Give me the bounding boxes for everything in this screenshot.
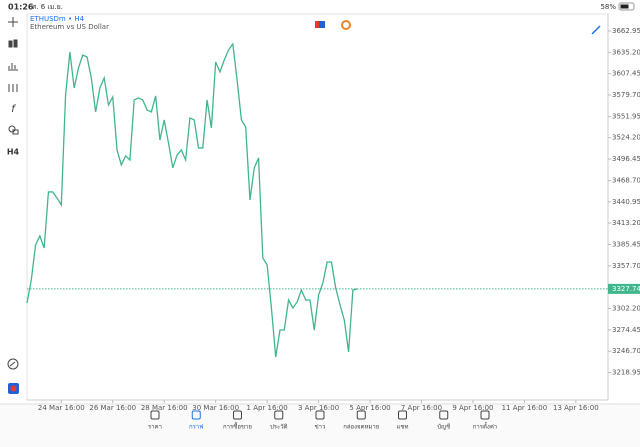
symbol-subtitle: Ethereum vs US Dollar — [30, 23, 109, 31]
nav-icon[interactable] — [356, 410, 366, 420]
nav-label[interactable]: การตั้งค่า — [473, 421, 497, 431]
y-tick-label: 3468.70 — [612, 176, 640, 184]
status-date: ส. 6 เม.ย. — [32, 3, 63, 11]
battery-icon — [618, 2, 635, 11]
chart-type-tool[interactable] — [8, 39, 18, 48]
nav-label[interactable]: แชท — [397, 424, 409, 431]
symbol-title[interactable]: ETHUSDm • H4 — [30, 15, 85, 23]
nav-label[interactable]: ราคา — [148, 424, 162, 431]
current-price-box — [608, 283, 640, 294]
x-tick-label: 9 Apr 16:00 — [452, 404, 493, 412]
nav-label[interactable]: ประวัติ — [270, 424, 288, 431]
y-tick-label: 3551.95 — [612, 112, 640, 120]
nav-icon[interactable] — [191, 410, 201, 420]
y-tick-label: 3579.70 — [612, 91, 640, 99]
nav-label[interactable]: ข่าว — [315, 424, 326, 431]
nav-icon[interactable] — [233, 410, 242, 420]
y-tick-label: 3524.20 — [612, 134, 640, 142]
y-tick-label: 3440.95 — [612, 198, 640, 206]
status-battery: 58% — [600, 3, 616, 11]
nav-icon[interactable] — [315, 410, 325, 420]
settings-tool[interactable] — [8, 84, 18, 92]
x-tick-label: 11 Apr 16:00 — [502, 404, 548, 412]
y-tick-label: 3496.45 — [612, 155, 640, 163]
x-tick-label: 26 Mar 16:00 — [89, 404, 136, 412]
shapes-tool[interactable] — [8, 125, 19, 135]
chart-frame — [26, 13, 609, 401]
y-tick-label: 3385.45 — [612, 240, 640, 248]
nav-icon[interactable] — [274, 410, 284, 420]
nav-icon[interactable] — [398, 410, 407, 420]
clock-tool[interactable] — [7, 358, 19, 370]
current-price-label: 3327.74 — [612, 285, 640, 293]
y-tick-label: 3607.45 — [612, 70, 640, 78]
x-tick-label: 3 Apr 16:00 — [298, 404, 339, 412]
y-tick-label: 3246.70 — [612, 347, 640, 355]
x-tick-label: 1 Apr 16:00 — [247, 404, 288, 412]
app-logo[interactable] — [8, 383, 19, 394]
y-tick-label: 3413.20 — [612, 219, 640, 227]
y-tick-label: 3274.45 — [612, 326, 640, 334]
y-tick-label: 3357.70 — [612, 262, 640, 270]
nav-icon[interactable] — [439, 410, 449, 420]
draw-tool[interactable] — [591, 25, 601, 35]
x-tick-label: 13 Apr 16:00 — [553, 404, 599, 412]
x-tick-label: 30 Mar 16:00 — [192, 404, 239, 412]
indicators-tool[interactable] — [8, 63, 18, 71]
function-tool[interactable]: f — [11, 104, 16, 115]
crosshair-tool[interactable] — [8, 17, 18, 27]
y-tick-label: 3635.20 — [612, 48, 640, 56]
x-tick-label: 5 Apr 16:00 — [349, 404, 390, 412]
x-tick-label: 28 Mar 16:00 — [141, 404, 188, 412]
nav-label[interactable]: กราฟ — [189, 424, 203, 431]
price-line — [26, 42, 358, 358]
nav-label[interactable]: การซื้อขาย — [223, 421, 252, 431]
nav-icon[interactable] — [480, 410, 490, 420]
timeframe-button[interactable]: H4 — [7, 148, 20, 157]
status-time: 01:26 — [8, 3, 34, 12]
x-tick-label: 24 Mar 16:00 — [38, 404, 85, 412]
status-icon[interactable] — [341, 20, 351, 30]
nav-label[interactable]: บัญชี — [437, 423, 450, 431]
y-tick-label: 3662.95 — [612, 27, 640, 35]
x-tick-label: 7 Apr 16:00 — [401, 404, 442, 412]
y-tick-label: 3302.20 — [612, 305, 640, 313]
one-click-icon[interactable] — [315, 21, 325, 28]
nav-label[interactable]: กล่องจดหมาย — [343, 424, 379, 431]
y-tick-label: 3218.95 — [612, 369, 640, 377]
nav-icon[interactable] — [150, 410, 160, 420]
